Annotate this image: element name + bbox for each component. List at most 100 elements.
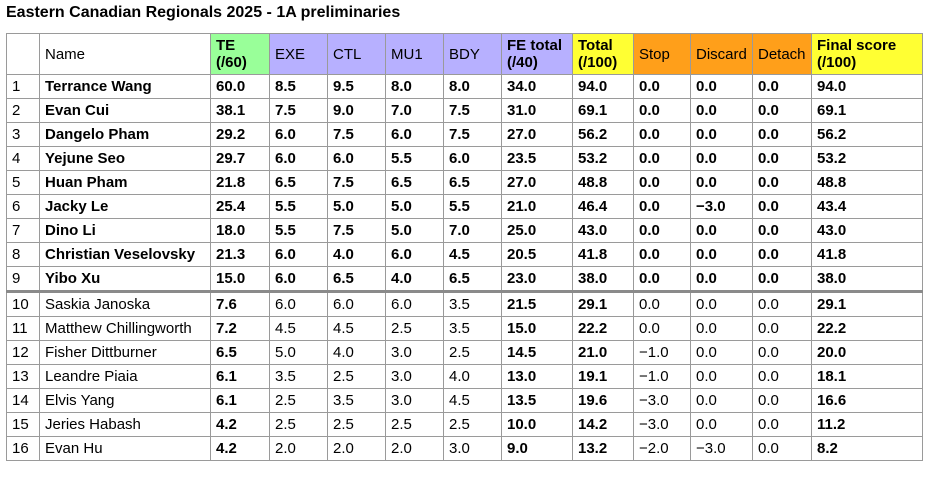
rank-cell: 8 [6, 242, 40, 267]
bdy-cell: 4.5 [443, 242, 502, 267]
bdy-cell: 7.0 [443, 218, 502, 243]
fe-total-cell: 34.0 [501, 74, 573, 99]
bdy-cell: 4.5 [443, 388, 502, 413]
name-cell: Yejune Seo [39, 146, 211, 171]
stop-cell: −1.0 [633, 340, 691, 365]
ctl-cell: 2.5 [327, 412, 386, 437]
detach-cell: 0.0 [752, 388, 812, 413]
rank-cell: 2 [6, 98, 40, 123]
mu1-cell: 3.0 [385, 364, 444, 389]
stop-cell: 0.0 [633, 242, 691, 267]
exe-cell: 6.0 [269, 242, 328, 267]
exe-cell: 2.0 [269, 436, 328, 461]
rank-cell: 1 [6, 74, 40, 99]
page-title: Eastern Canadian Regionals 2025 - 1A pre… [6, 4, 401, 21]
stop-cell: 0.0 [633, 122, 691, 147]
discard-cell: 0.0 [690, 170, 753, 195]
exe-cell: 8.5 [269, 74, 328, 99]
discard-cell: −3.0 [690, 194, 753, 219]
rank-cell: 15 [6, 412, 40, 437]
ctl-cell: 6.5 [327, 266, 386, 292]
mu1-cell: 6.0 [385, 290, 444, 317]
exe-cell: 2.5 [269, 388, 328, 413]
results-table: Name TE (/60) EXE CTL MU1 BDY FE total (… [6, 33, 923, 461]
te-cell: 6.1 [210, 364, 270, 389]
header-exe: EXE [269, 33, 328, 75]
te-cell: 25.4 [210, 194, 270, 219]
name-cell: Saskia Janoska [39, 290, 211, 317]
ctl-cell: 9.5 [327, 74, 386, 99]
stop-cell: 0.0 [633, 290, 691, 317]
te-cell: 21.8 [210, 170, 270, 195]
table-row: 13 Leandre Piaia 6.1 3.5 2.5 3.0 4.0 13.0 19.1 −1… [6, 364, 923, 389]
bdy-cell: 3.5 [443, 316, 502, 341]
name-cell: Terrance Wang [39, 74, 211, 99]
exe-cell: 4.5 [269, 316, 328, 341]
discard-cell: 0.0 [690, 388, 753, 413]
fe-total-cell: 31.0 [501, 98, 573, 123]
exe-cell: 5.5 [269, 194, 328, 219]
header-discard: Discard [690, 33, 753, 75]
discard-cell: 0.0 [690, 146, 753, 171]
discard-cell: 0.0 [690, 122, 753, 147]
table-row: 12 Fisher Dittburner 6.5 5.0 4.0 3.0 2.5 14.5 21… [6, 340, 923, 365]
total-cell: 94.0 [572, 74, 634, 99]
discard-cell: 0.0 [690, 98, 753, 123]
te-cell: 15.0 [210, 266, 270, 292]
fe-total-cell: 13.5 [501, 388, 573, 413]
table-row: 16 Evan Hu 4.2 2.0 2.0 2.0 3.0 9.0 13.2 −2.0 −3.0 0… [6, 436, 923, 461]
detach-cell: 0.0 [752, 412, 812, 437]
rank-cell: 5 [6, 170, 40, 195]
total-cell: 19.1 [572, 364, 634, 389]
final-score-cell: 18.1 [811, 364, 923, 389]
detach-cell: 0.0 [752, 194, 812, 219]
fe-total-cell: 27.0 [501, 122, 573, 147]
bdy-cell: 2.5 [443, 412, 502, 437]
final-score-cell: 48.8 [811, 170, 923, 195]
te-cell: 7.2 [210, 316, 270, 341]
total-cell: 53.2 [572, 146, 634, 171]
stop-cell: 0.0 [633, 74, 691, 99]
detach-cell: 0.0 [752, 170, 812, 195]
bdy-cell: 6.5 [443, 170, 502, 195]
mu1-cell: 2.5 [385, 412, 444, 437]
discard-cell: −3.0 [690, 436, 753, 461]
stop-cell: 0.0 [633, 218, 691, 243]
te-cell: 18.0 [210, 218, 270, 243]
te-cell: 29.7 [210, 146, 270, 171]
table-row: 11 Matthew Chillingworth 7.2 4.5 4.5 2.5 3.5 15… [6, 316, 923, 341]
final-score-cell: 38.0 [811, 266, 923, 292]
te-cell: 4.2 [210, 436, 270, 461]
mu1-cell: 5.0 [385, 218, 444, 243]
detach-cell: 0.0 [752, 218, 812, 243]
te-cell: 6.1 [210, 388, 270, 413]
exe-cell: 6.5 [269, 170, 328, 195]
table-row: 7 Dino Li 18.0 5.5 7.5 5.0 7.0 25.0 43.0 0.0 0.0 0.… [6, 218, 923, 243]
ctl-cell: 6.0 [327, 290, 386, 317]
bdy-cell: 7.5 [443, 98, 502, 123]
name-cell: Yibo Xu [39, 266, 211, 292]
stop-cell: 0.0 [633, 146, 691, 171]
header-rank [6, 33, 40, 75]
rank-cell: 4 [6, 146, 40, 171]
final-score-cell: 69.1 [811, 98, 923, 123]
rank-cell: 14 [6, 388, 40, 413]
stop-cell: 0.0 [633, 266, 691, 292]
stop-cell: 0.0 [633, 170, 691, 195]
fe-total-cell: 21.5 [501, 290, 573, 317]
ctl-cell: 7.5 [327, 170, 386, 195]
discard-cell: 0.0 [690, 218, 753, 243]
mu1-cell: 3.0 [385, 388, 444, 413]
rank-cell: 16 [6, 436, 40, 461]
discard-cell: 0.0 [690, 242, 753, 267]
ctl-cell: 4.0 [327, 340, 386, 365]
rank-cell: 3 [6, 122, 40, 147]
detach-cell: 0.0 [752, 266, 812, 292]
stop-cell: −1.0 [633, 364, 691, 389]
exe-cell: 3.5 [269, 364, 328, 389]
bdy-cell: 4.0 [443, 364, 502, 389]
total-cell: 22.2 [572, 316, 634, 341]
fe-total-cell: 23.5 [501, 146, 573, 171]
name-cell: Fisher Dittburner [39, 340, 211, 365]
ctl-cell: 2.0 [327, 436, 386, 461]
